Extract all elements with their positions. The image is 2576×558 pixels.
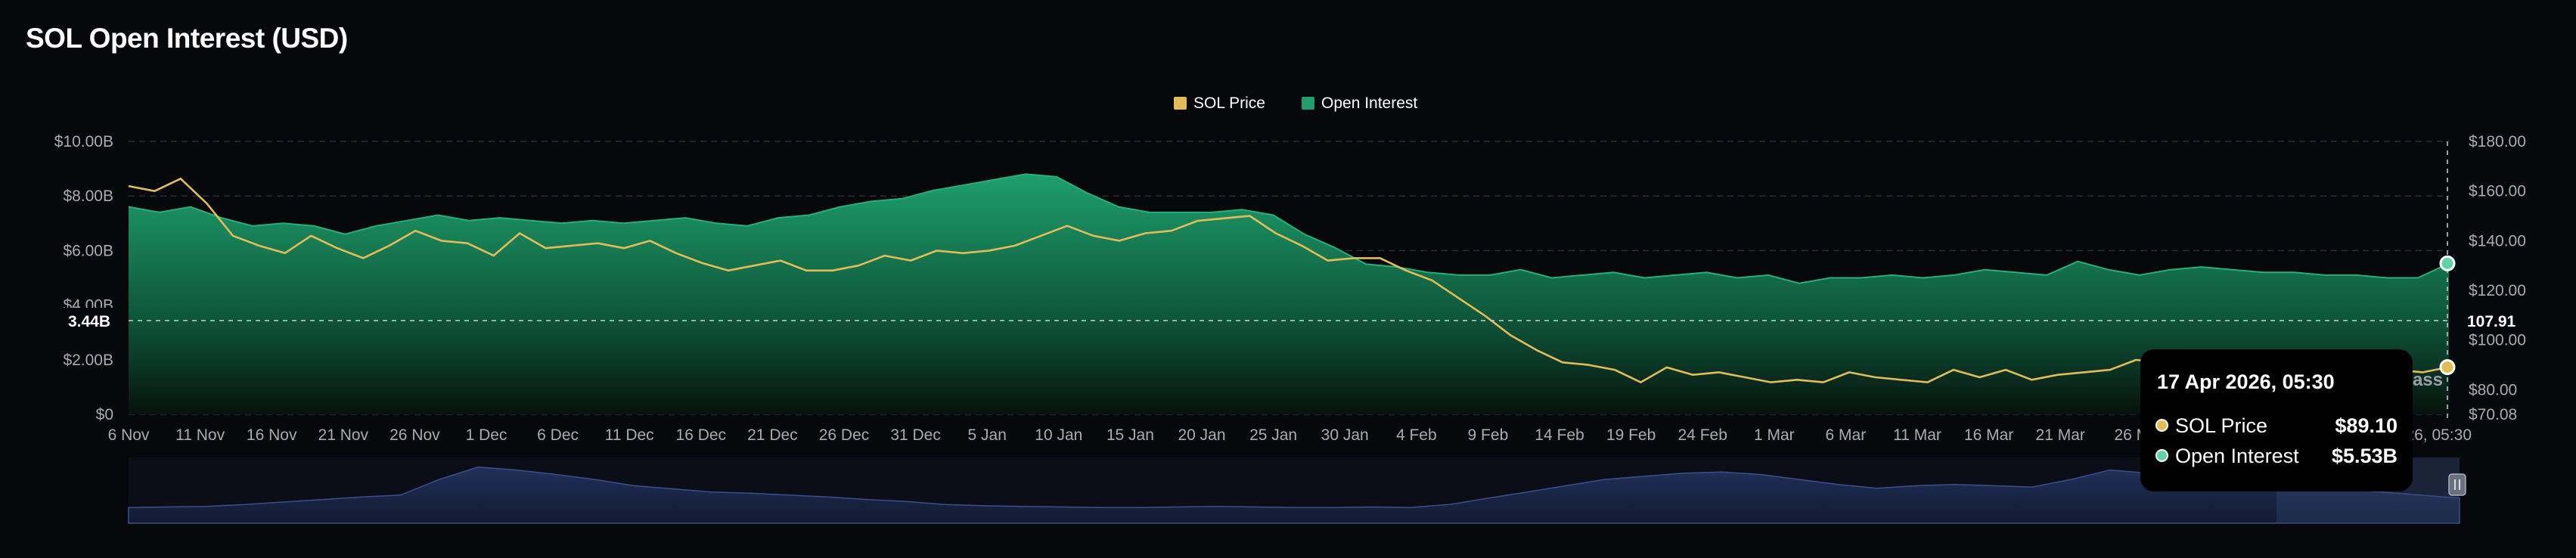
chart-title: SOL Open Interest (USD) — [26, 23, 348, 54]
x-tick-label: 9 Feb — [1468, 426, 1509, 444]
sol-price-hover-marker — [2439, 359, 2456, 376]
x-tick-label: 4 Feb — [1396, 426, 1437, 444]
crosshair-left-label: 3.44B — [68, 313, 110, 330]
hover-tooltip: 17 Apr 2026, 05:30 SOL Price $89.10 Open… — [2140, 349, 2413, 491]
y-right-tick-label: $120.00 — [2469, 282, 2526, 299]
x-tick-label: 11 Dec — [605, 426, 654, 444]
crosshair-left-badge — [53, 308, 121, 333]
x-tick-label: 21 Mar — [2036, 426, 2085, 444]
y-left-tick-label: $8.00B — [63, 188, 113, 205]
watermark-logo: ass — [2413, 370, 2443, 390]
tooltip-value: $5.53B — [2331, 445, 2398, 467]
x-tick-label: 21 Dec — [747, 426, 798, 444]
y-left-tick-label: $6.00B — [63, 242, 113, 259]
y-right-tick-label: $70.08 — [2469, 406, 2517, 423]
legend-swatch-0 — [1174, 97, 1187, 110]
tooltip-row-open-interest: Open Interest $5.53B — [2155, 443, 2398, 469]
open-interest-area — [129, 174, 2449, 415]
x-tick-label: 11 Nov — [175, 426, 225, 444]
sol-price-dot-icon — [2155, 419, 2168, 432]
x-tick-label: 6 Dec — [537, 426, 579, 444]
x-tick-label: 25 Jan — [1249, 426, 1297, 444]
x-tick-label: 1 Dec — [466, 426, 507, 444]
y-left-tick-label: $0 — [96, 406, 113, 423]
legend-swatch-1 — [1302, 97, 1314, 110]
x-tick-label: 20 Jan — [1178, 426, 1225, 444]
x-tick-label: 30 Jan — [1321, 426, 1369, 444]
y-right-tick-label: $180.00 — [2469, 133, 2526, 150]
y-right-tick-label: $160.00 — [2469, 183, 2526, 200]
x-tick-label: 11 Mar — [1893, 426, 1941, 444]
x-tick-label: 14 Feb — [1535, 426, 1584, 444]
y-right-tick-label: $100.00 — [2469, 332, 2526, 349]
tooltip-date: 17 Apr 2026, 05:30 — [2157, 370, 2335, 393]
tooltip-row-sol-price: SOL Price $89.10 — [2155, 413, 2398, 439]
tooltip-value: $89.10 — [2335, 414, 2398, 437]
x-tick-label: 16 Nov — [247, 426, 297, 444]
x-tick-label: 16 Dec — [676, 426, 727, 444]
x-tick-label: 5 Jan — [968, 426, 1007, 444]
x-tick-label: 21 Nov — [318, 426, 369, 444]
y-left-tick-label: $10.00B — [54, 133, 113, 150]
legend-label-0: SOL Price — [1193, 95, 1265, 112]
x-tick-label: 31 Dec — [890, 426, 941, 444]
x-tick-label: 6 Nov — [108, 426, 150, 444]
crosshair-right-label: 107.91 — [2467, 313, 2516, 330]
legend-label-1: Open Interest — [1321, 95, 1417, 112]
x-tick-label: 24 Feb — [1678, 426, 1727, 444]
open-interest-line — [128, 173, 2450, 284]
x-tick-label: 16 Mar — [1964, 426, 2013, 444]
crosshair-right-badge — [2453, 308, 2522, 333]
x-tick-label: 19 Feb — [1606, 426, 1656, 444]
tooltip-label: Open Interest — [2175, 445, 2299, 467]
navigator-area — [128, 466, 2460, 524]
sol-price-line — [128, 178, 2450, 383]
x-tick-label: 15 Jan — [1106, 426, 1154, 444]
open-interest-hover-marker — [2439, 255, 2456, 271]
open-interest-dot-icon — [2155, 449, 2168, 462]
x-tick-label: 10 Jan — [1035, 426, 1082, 444]
x-tick-label: 26 Dec — [819, 426, 870, 444]
navigator-handle-icon[interactable] — [2448, 473, 2466, 496]
tooltip-label: SOL Price — [2175, 414, 2268, 437]
x-tick-label: 6 Mar — [1826, 426, 1867, 444]
y-right-tick-label: $140.00 — [2469, 232, 2526, 250]
y-left-tick-label: $2.00B — [63, 352, 113, 369]
x-tick-label: 1 Mar — [1754, 426, 1795, 444]
y-right-tick-label: $80.00 — [2469, 381, 2517, 398]
x-tick-label: 26 Nov — [390, 426, 440, 444]
